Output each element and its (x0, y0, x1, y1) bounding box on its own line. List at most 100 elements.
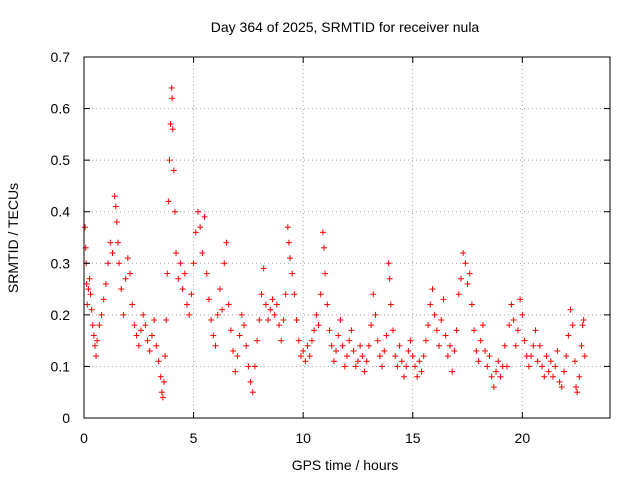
data-point (422, 337, 429, 344)
data-point (284, 224, 291, 231)
data-point (98, 311, 105, 318)
x-tick-label: 0 (80, 430, 88, 446)
data-point (517, 296, 524, 303)
data-point (547, 358, 554, 365)
data-point (438, 317, 445, 324)
axis-ticks: 0 0.1 0.2 0.3 0.4 0.5 0.6 0.7 0 5 10 15 20 (51, 49, 610, 446)
data-point (102, 280, 109, 287)
data-point (392, 353, 399, 360)
data-point (291, 291, 298, 298)
y-tick-label: 0.4 (51, 204, 71, 220)
data-point (179, 286, 186, 293)
data-point (326, 327, 333, 334)
data-point (579, 322, 586, 329)
data-point (545, 368, 552, 375)
data-point (471, 327, 478, 334)
data-point (177, 260, 184, 267)
data-point (256, 317, 263, 324)
data-point (440, 296, 447, 303)
data-point (87, 291, 94, 298)
data-point (379, 363, 386, 370)
data-point (530, 342, 537, 349)
data-point (495, 358, 502, 365)
data-point (427, 301, 434, 308)
data-point (267, 306, 274, 313)
data-point (390, 327, 397, 334)
data-point (165, 198, 172, 205)
data-point (249, 389, 256, 396)
data-point (88, 306, 95, 313)
data-point (383, 332, 390, 339)
data-point (425, 322, 432, 329)
data-point (300, 347, 307, 354)
data-point (370, 291, 377, 298)
data-point (210, 332, 217, 339)
data-point (473, 347, 480, 354)
data-point (94, 337, 101, 344)
data-point (350, 347, 357, 354)
y-tick-label: 0.5 (51, 152, 71, 168)
data-point (82, 224, 89, 231)
data-point (230, 347, 237, 354)
data-point (313, 311, 320, 318)
data-point (486, 353, 493, 360)
data-point (411, 363, 418, 370)
data-point (574, 389, 581, 396)
data-point (571, 358, 578, 365)
data-point (514, 327, 521, 334)
data-point (232, 368, 239, 375)
data-point (159, 394, 166, 401)
data-point (201, 213, 208, 220)
data-point (510, 317, 517, 324)
data-point (464, 280, 471, 287)
data-point (122, 275, 129, 282)
data-point (431, 311, 438, 318)
data-point (197, 224, 204, 231)
data-point (409, 353, 416, 360)
data-point (107, 239, 114, 246)
data-point (352, 363, 359, 370)
data-point (339, 342, 346, 349)
data-point (127, 270, 134, 277)
data-point (304, 342, 311, 349)
data-point (479, 322, 486, 329)
data-point (89, 322, 96, 329)
data-point (171, 208, 178, 215)
data-point (335, 332, 342, 339)
data-point (556, 378, 563, 385)
data-point (525, 363, 532, 370)
data-point (534, 358, 541, 365)
data-point (111, 193, 118, 200)
data-point (114, 239, 121, 246)
data-point (453, 327, 460, 334)
data-point (302, 358, 309, 365)
data-point (153, 342, 160, 349)
data-point (387, 301, 394, 308)
data-point (83, 280, 90, 287)
data-point (519, 311, 526, 318)
data-point (164, 270, 171, 277)
data-point (576, 373, 583, 380)
data-point (320, 244, 327, 251)
data-point (462, 260, 469, 267)
data-point (365, 342, 372, 349)
data-point (170, 167, 177, 174)
data-point (501, 342, 508, 349)
data-point (282, 291, 289, 298)
data-point (247, 378, 254, 385)
data-point (258, 291, 265, 298)
data-point (225, 301, 232, 308)
data-point (91, 342, 98, 349)
data-point (155, 358, 162, 365)
data-point (162, 353, 169, 360)
x-axis-label: GPS time / hours (292, 457, 399, 473)
data-point (466, 270, 473, 277)
data-point (96, 322, 103, 329)
data-point (573, 384, 580, 391)
data-point (324, 301, 331, 308)
x-tick-label: 20 (515, 430, 531, 446)
data-point (442, 332, 449, 339)
data-point (188, 291, 195, 298)
data-point (512, 342, 519, 349)
data-point (181, 270, 188, 277)
